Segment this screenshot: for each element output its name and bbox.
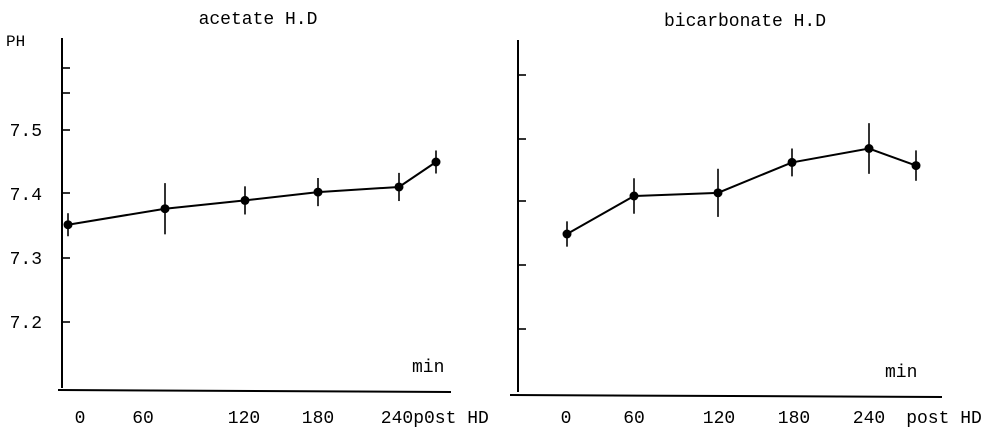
- chart-marks-acetate: 7.5 7.4 7.3 7.2 0 60 120 180 240 p0st HD: [10, 38, 489, 429]
- x-axis-line: [57, 389, 452, 393]
- x-tick-label: p0st HD: [413, 409, 489, 429]
- chart-panel-bicarbonate: bicarbonate H.D min 0 60 120 180 240 post HD: [509, 12, 982, 429]
- data-point: [394, 182, 404, 192]
- data-point: [787, 157, 797, 167]
- data-point: [629, 191, 639, 201]
- x-tick-label: 240: [381, 409, 413, 429]
- data-point: [864, 144, 874, 153]
- y-axis-label-acetate: PH: [6, 33, 25, 51]
- data-point: [431, 157, 441, 167]
- chart-title-acetate: acetate H.D: [199, 10, 318, 30]
- chart-title-bicarbonate: bicarbonate H.D: [664, 12, 826, 32]
- x-axis-line: [509, 394, 943, 398]
- y-tick-label: 7.2: [10, 314, 42, 334]
- x-tick-label: 120: [703, 409, 735, 429]
- series-line: [67, 161, 437, 226]
- x-unit-label-acetate: min: [412, 358, 444, 378]
- data-point: [160, 204, 170, 214]
- series-line: [566, 147, 917, 235]
- chart-marks-bicarbonate: 0 60 120 180 240 post HD: [509, 40, 982, 429]
- x-unit-label-bicarbonate: min: [885, 363, 917, 383]
- data-point: [313, 187, 323, 197]
- x-tick-label: 180: [778, 409, 810, 429]
- x-tick-label: 60: [132, 409, 154, 429]
- y-tick-label: 7.4: [10, 186, 42, 206]
- data-point: [63, 220, 73, 230]
- x-tick-label: 120: [228, 409, 260, 429]
- x-tick-label: 0: [561, 409, 572, 429]
- x-tick-label: 0: [75, 409, 86, 429]
- x-tick-label: post HD: [906, 409, 982, 429]
- data-point: [562, 229, 572, 239]
- data-point: [911, 161, 921, 171]
- x-tick-label: 60: [623, 409, 645, 429]
- data-point: [713, 188, 723, 198]
- chart-panel-acetate: acetate H.D PH min 7.5 7.4 7.3 7.2 0 60 120 180…: [6, 10, 489, 429]
- data-point: [240, 195, 250, 205]
- x-tick-label: 180: [302, 409, 334, 429]
- x-tick-label: 240: [853, 409, 885, 429]
- y-tick-label: 7.5: [10, 122, 42, 142]
- y-tick-label: 7.3: [10, 250, 42, 270]
